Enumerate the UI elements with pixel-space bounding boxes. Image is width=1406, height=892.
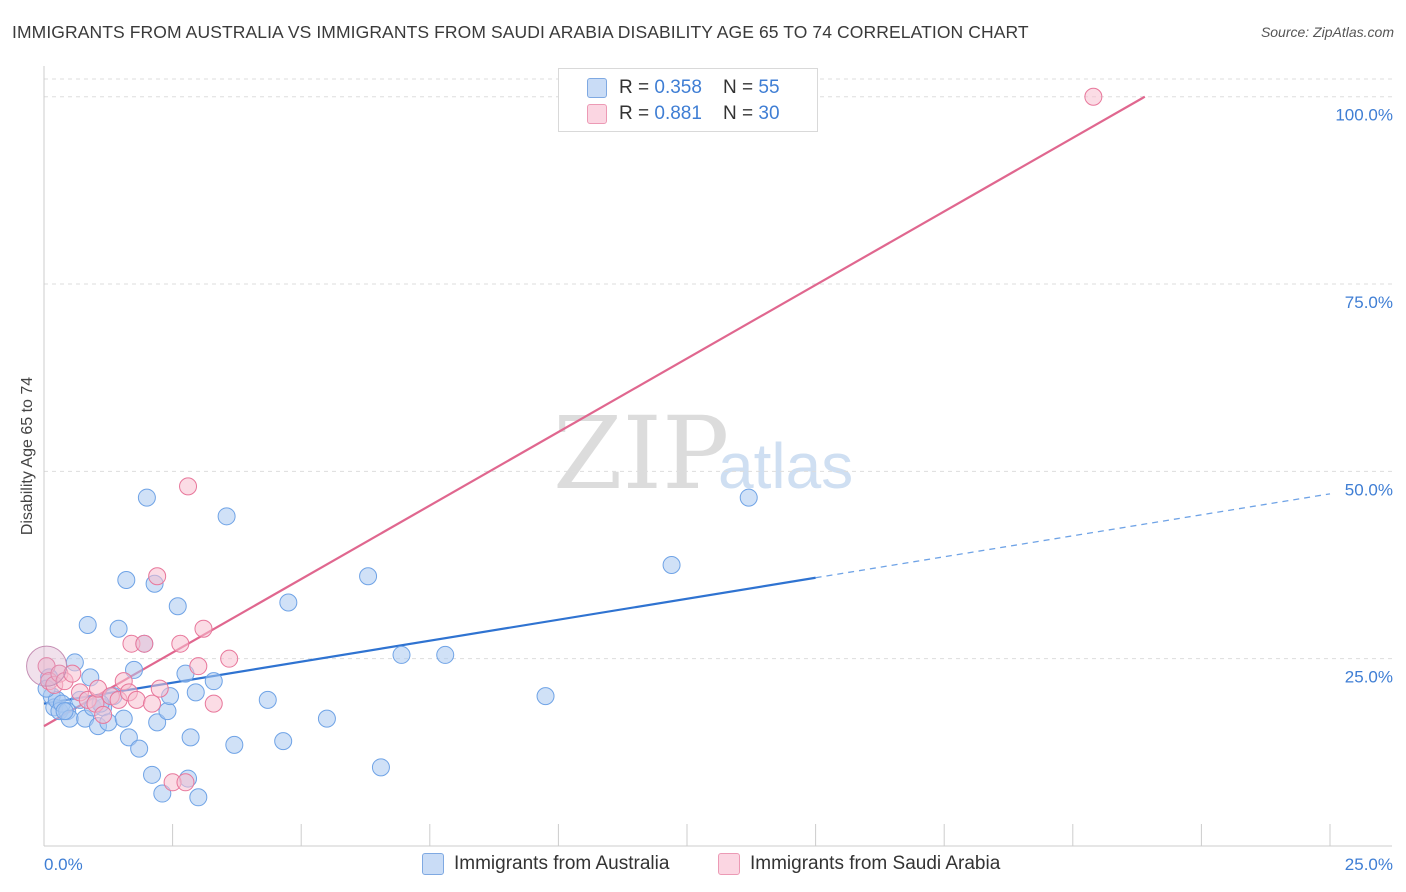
legend-r-value: 0.358: [654, 77, 702, 98]
legend-r-label: R =: [619, 103, 655, 124]
series-legend: Immigrants from Australia Immigrants fro…: [0, 852, 1406, 878]
watermark-zip: ZIP: [553, 395, 729, 512]
point-australia: [109, 619, 128, 638]
watermark: ZIP atlas: [553, 395, 853, 512]
x-tick-labels: 0.0% 25.0%: [44, 855, 1393, 874]
point-saudi-arabia: [150, 679, 169, 698]
point-australia: [204, 672, 223, 691]
x-tick-label: 0.0%: [44, 855, 83, 874]
y-tick-label: 75.0%: [1345, 293, 1393, 312]
point-saudi-arabia: [179, 477, 198, 496]
point-australia: [317, 709, 336, 728]
point-australia: [119, 728, 138, 747]
legend-swatch-australia: [587, 78, 607, 98]
trend-line-australia: [43, 576, 816, 705]
point-australia: [258, 690, 277, 709]
source-label: Source: ZipAtlas.com: [1260, 24, 1394, 40]
legend-n-label: N =: [723, 103, 759, 124]
point-australia: [55, 702, 74, 721]
trend-lines: [43, 95, 1331, 728]
legend-n-value: 30: [758, 103, 780, 124]
point-australia: [739, 488, 758, 507]
legend-text-australia: R = 0.358 N = 55: [619, 77, 780, 99]
legend-swatch-saudi-arabia: [587, 104, 607, 124]
point-saudi-arabia: [127, 690, 146, 709]
point-australia: [436, 645, 455, 664]
series-label-australia: Immigrants from Australia: [454, 853, 670, 874]
series-label-saudi-arabia: Immigrants from Saudi Arabia: [750, 853, 1001, 874]
point-saudi-arabia: [176, 773, 195, 792]
data-points: [26, 87, 1103, 807]
chart-title: IMMIGRANTS FROM AUSTRALIA VS IMMIGRANTS …: [12, 22, 1029, 42]
grid-lines: [44, 78, 1392, 660]
series-swatch-saudi-arabia: [718, 853, 740, 875]
point-australia: [359, 567, 378, 586]
point-australia: [181, 728, 200, 747]
watermark-atlas: atlas: [718, 430, 853, 502]
point-saudi-arabia: [94, 705, 113, 724]
legend-n-label: N =: [723, 77, 759, 98]
point-saudi-arabia: [1084, 87, 1103, 106]
point-australia: [274, 732, 293, 751]
point-australia: [186, 683, 205, 702]
point-saudi-arabia: [143, 694, 162, 713]
axes: [43, 66, 1392, 847]
point-australia: [536, 687, 555, 706]
stats-legend: R = 0.358 N = 55 R = 0.881 N = 30: [558, 68, 818, 132]
legend-n-value: 55: [758, 77, 780, 98]
y-tick-label: 100.0%: [1335, 106, 1393, 125]
point-australia: [392, 645, 411, 664]
point-saudi-arabia: [220, 649, 239, 668]
point-australia: [158, 702, 177, 721]
point-australia: [148, 713, 167, 732]
legend-r-label: R =: [619, 77, 655, 98]
series-swatch-australia: [422, 853, 444, 875]
point-australia: [114, 709, 133, 728]
legend-r-value: 0.881: [654, 103, 702, 124]
point-australia: [143, 765, 162, 784]
trend-line-saudi-arabia: [43, 95, 1146, 728]
point-australia: [279, 593, 298, 612]
point-saudi-arabia: [189, 657, 208, 676]
y-tick-labels: 25.0% 50.0% 75.0% 100.0%: [1335, 106, 1393, 687]
y-tick-label: 50.0%: [1345, 480, 1393, 499]
point-saudi-arabia: [171, 634, 190, 653]
point-saudi-arabia: [194, 619, 213, 638]
x-tick-label: 25.0%: [1345, 855, 1393, 874]
point-australia: [78, 615, 97, 634]
point-australia: [662, 556, 681, 575]
point-australia: [168, 597, 187, 616]
point-australia: [125, 660, 144, 679]
y-tick-label: 25.0%: [1345, 668, 1393, 687]
point-australia: [153, 784, 172, 803]
point-australia: [189, 788, 208, 807]
point-australia: [137, 488, 156, 507]
point-saudi-arabia: [204, 694, 223, 713]
trend-line-australia-extension: [815, 493, 1331, 579]
point-australia: [130, 739, 149, 758]
point-australia: [117, 571, 136, 590]
point-saudi-arabia: [135, 634, 154, 653]
point-australia: [217, 507, 236, 526]
point-australia: [371, 758, 390, 777]
point-cluster: [26, 645, 68, 687]
point-saudi-arabia: [63, 664, 82, 683]
point-australia: [225, 735, 244, 754]
point-saudi-arabia: [148, 567, 167, 586]
legend-text-saudi-arabia: R = 0.881 N = 30: [619, 103, 780, 125]
